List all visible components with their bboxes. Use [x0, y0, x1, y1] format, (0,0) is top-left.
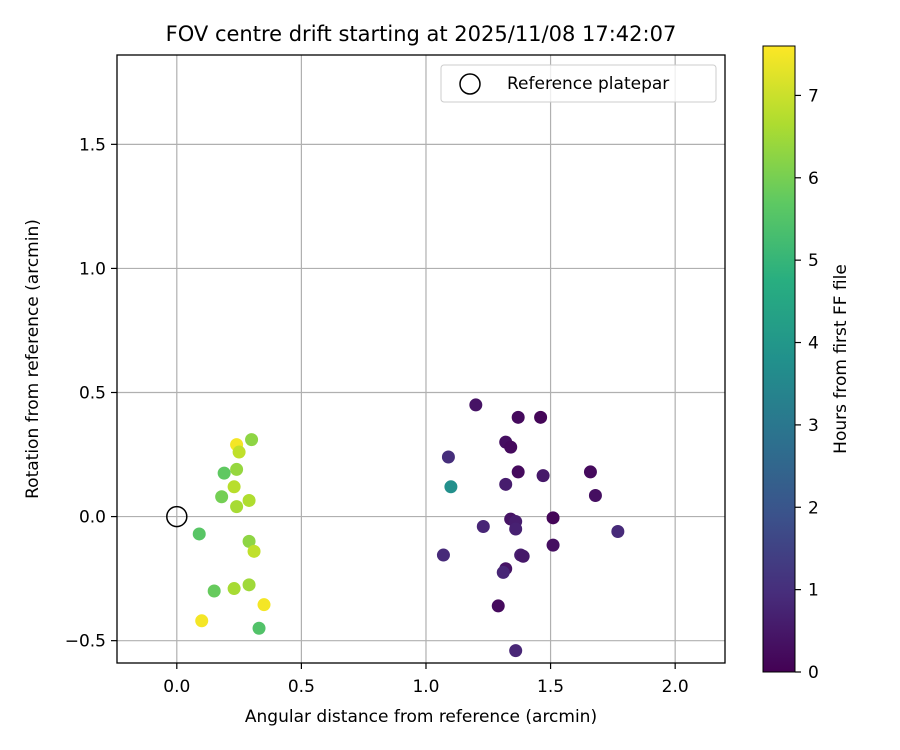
x-tick-label: 2.0 [662, 677, 689, 697]
legend-label: Reference platepar [507, 74, 669, 94]
data-point [195, 614, 209, 628]
data-point [504, 440, 518, 454]
legend-box [440, 64, 717, 103]
colorbar-tick-label: 4 [808, 334, 819, 354]
x-axis-label: Angular distance from reference (arcmin) [245, 707, 597, 727]
data-point [242, 534, 256, 548]
colorbar-label: Hours from first FF file [831, 264, 851, 454]
data-point [583, 465, 597, 479]
y-tick-label: −0.5 [65, 632, 106, 652]
x-tick-label: 1.0 [412, 677, 439, 697]
colorbar-tick-label: 7 [808, 86, 819, 106]
data-point [516, 549, 530, 563]
plot-frame [116, 54, 726, 664]
data-point [232, 445, 246, 459]
data-point [511, 465, 525, 479]
data-point [534, 410, 548, 424]
colorbar-tick-label: 6 [808, 169, 819, 189]
data-point [546, 511, 560, 525]
x-tick-label: 0.0 [163, 677, 190, 697]
reference-marker [166, 505, 188, 528]
data-point [242, 493, 256, 507]
data-points [192, 398, 625, 658]
chart-title: FOV centre drift starting at 2025/11/08 … [166, 22, 677, 46]
data-point [444, 480, 458, 494]
data-point [257, 598, 271, 612]
data-point [469, 398, 483, 412]
data-point [227, 480, 241, 494]
colorbar-tick-label: 2 [808, 498, 819, 518]
data-point [476, 520, 490, 534]
colorbar-gradient [762, 45, 796, 673]
y-tick-label: 1.5 [79, 135, 106, 155]
data-point [511, 410, 525, 424]
data-point [496, 565, 510, 579]
colorbar: 0 1 2 3 4 5 6 7 Hours from first FF file [762, 45, 851, 683]
data-point [441, 450, 455, 464]
colorbar-tick-label: 3 [808, 416, 819, 436]
data-point [242, 578, 256, 592]
colorbar-ticks: 0 1 2 3 4 5 6 7 [795, 86, 819, 683]
data-point [207, 584, 221, 598]
grid [117, 55, 725, 663]
data-point [491, 599, 505, 613]
data-point [509, 522, 523, 536]
data-point [546, 538, 560, 552]
colorbar-tick-label: 1 [808, 581, 819, 601]
y-tick-label: 0.0 [79, 508, 106, 528]
y-tick-label: 1.0 [79, 259, 106, 279]
y-axis-label: Rotation from reference (arcmin) [23, 219, 43, 499]
data-point [192, 527, 206, 541]
y-axis-ticks: −0.5 0.0 0.5 1.0 1.5 [65, 135, 117, 652]
x-tick-label: 0.5 [288, 677, 315, 697]
data-point [230, 500, 244, 514]
legend-marker-icon [459, 73, 481, 95]
y-tick-label: 0.5 [79, 384, 106, 404]
data-point [217, 466, 231, 480]
colorbar-tick-label: 5 [808, 251, 819, 271]
data-point [588, 488, 602, 502]
x-axis-ticks: 0.0 0.5 1.0 1.5 2.0 [163, 663, 689, 697]
legend: Reference platepar [440, 64, 717, 103]
data-point [611, 524, 625, 538]
data-point [499, 477, 513, 491]
data-point [230, 462, 244, 476]
data-point [245, 433, 259, 447]
colorbar-tick-label: 0 [808, 663, 819, 683]
x-tick-label: 1.5 [537, 677, 564, 697]
data-point [215, 490, 229, 504]
data-point [509, 644, 523, 658]
data-point [536, 469, 550, 483]
data-point [252, 621, 266, 635]
data-point [227, 582, 241, 596]
data-point [436, 548, 450, 562]
data-point [247, 544, 261, 558]
